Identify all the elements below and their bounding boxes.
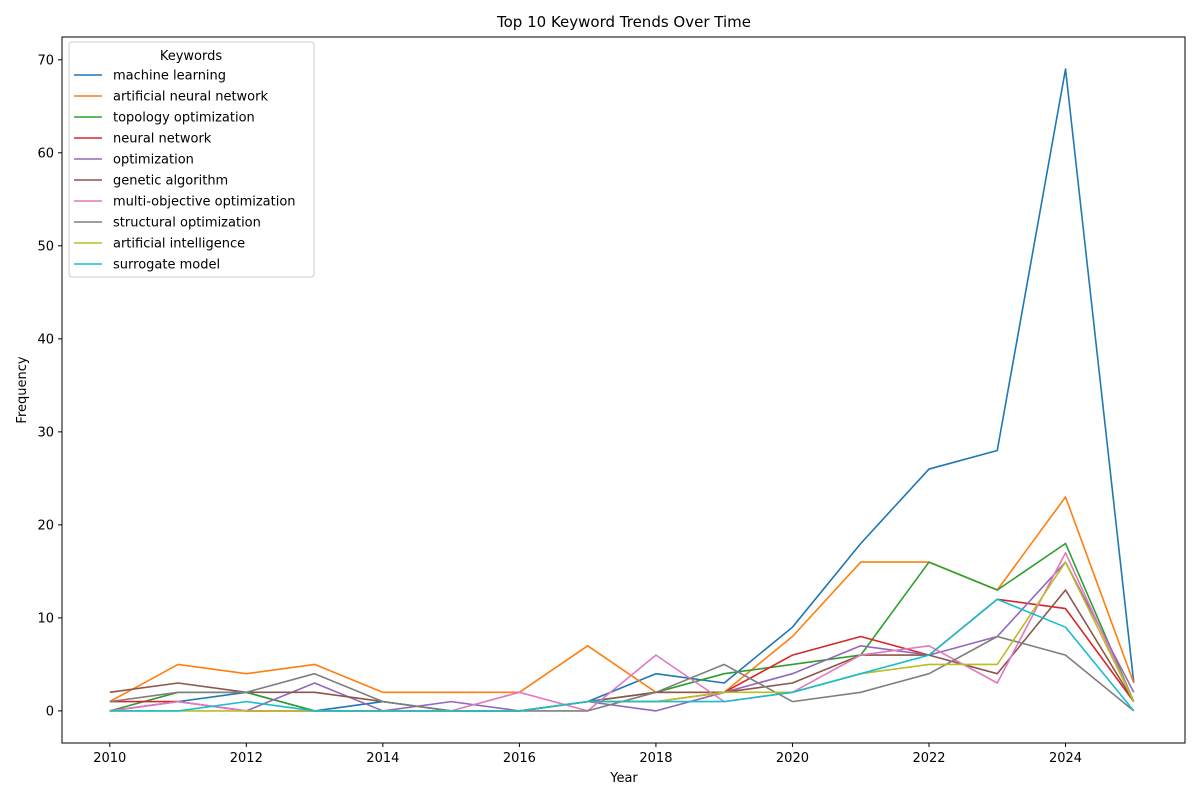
- legend: Keywords machine learning artificial neur…: [68, 41, 315, 278]
- legend-box: [68, 41, 315, 278]
- x-tick-label: 2020: [776, 751, 809, 766]
- series-line-2: [109, 542, 1135, 712]
- legend-label: artificial neural network: [113, 90, 268, 105]
- x-tick-label: 2024: [1049, 751, 1082, 766]
- y-tick-label: 70: [37, 53, 54, 68]
- series-line-4: [109, 561, 1135, 712]
- x-tick-label: 2022: [912, 751, 945, 766]
- series-line-8: [109, 561, 1135, 712]
- legend-label: surrogate model: [113, 258, 220, 273]
- legend-label: topology optimization: [113, 111, 255, 126]
- series-line-9: [109, 598, 1135, 712]
- x-tick-label: 2018: [639, 751, 672, 766]
- plot-frame: [61, 36, 1186, 744]
- series-line-3: [109, 598, 1135, 712]
- y-tick-label: 0: [46, 704, 54, 719]
- x-tick-label: 2016: [503, 751, 536, 766]
- y-tick-label: 60: [37, 146, 54, 161]
- y-tick-label: 30: [37, 425, 54, 440]
- legend-label: neural network: [113, 132, 212, 147]
- x-axis-title: Year: [609, 771, 638, 786]
- y-tick-label: 50: [37, 239, 54, 254]
- legend-label: genetic algorithm: [113, 174, 228, 189]
- legend-label: artificial intelligence: [113, 237, 245, 252]
- y-tick-label: 40: [37, 332, 54, 347]
- y-tick-label: 20: [37, 518, 54, 533]
- legend-label: optimization: [113, 153, 194, 168]
- series-line-1: [109, 496, 1135, 703]
- series-line-5: [109, 589, 1135, 712]
- chart-title: Top 10 Keyword Trends Over Time: [496, 13, 751, 31]
- legend-title: Keywords: [160, 49, 223, 64]
- x-tick-label: 2012: [230, 751, 263, 766]
- x-tick-label: 2010: [93, 751, 126, 766]
- legend-label: multi-objective optimization: [113, 195, 296, 210]
- y-tick-label: 10: [37, 611, 54, 626]
- legend-label: machine learning: [113, 69, 226, 84]
- x-tick-label: 2014: [366, 751, 399, 766]
- y-axis-title: Frequency: [15, 356, 30, 423]
- legend-label: structural optimization: [113, 216, 261, 231]
